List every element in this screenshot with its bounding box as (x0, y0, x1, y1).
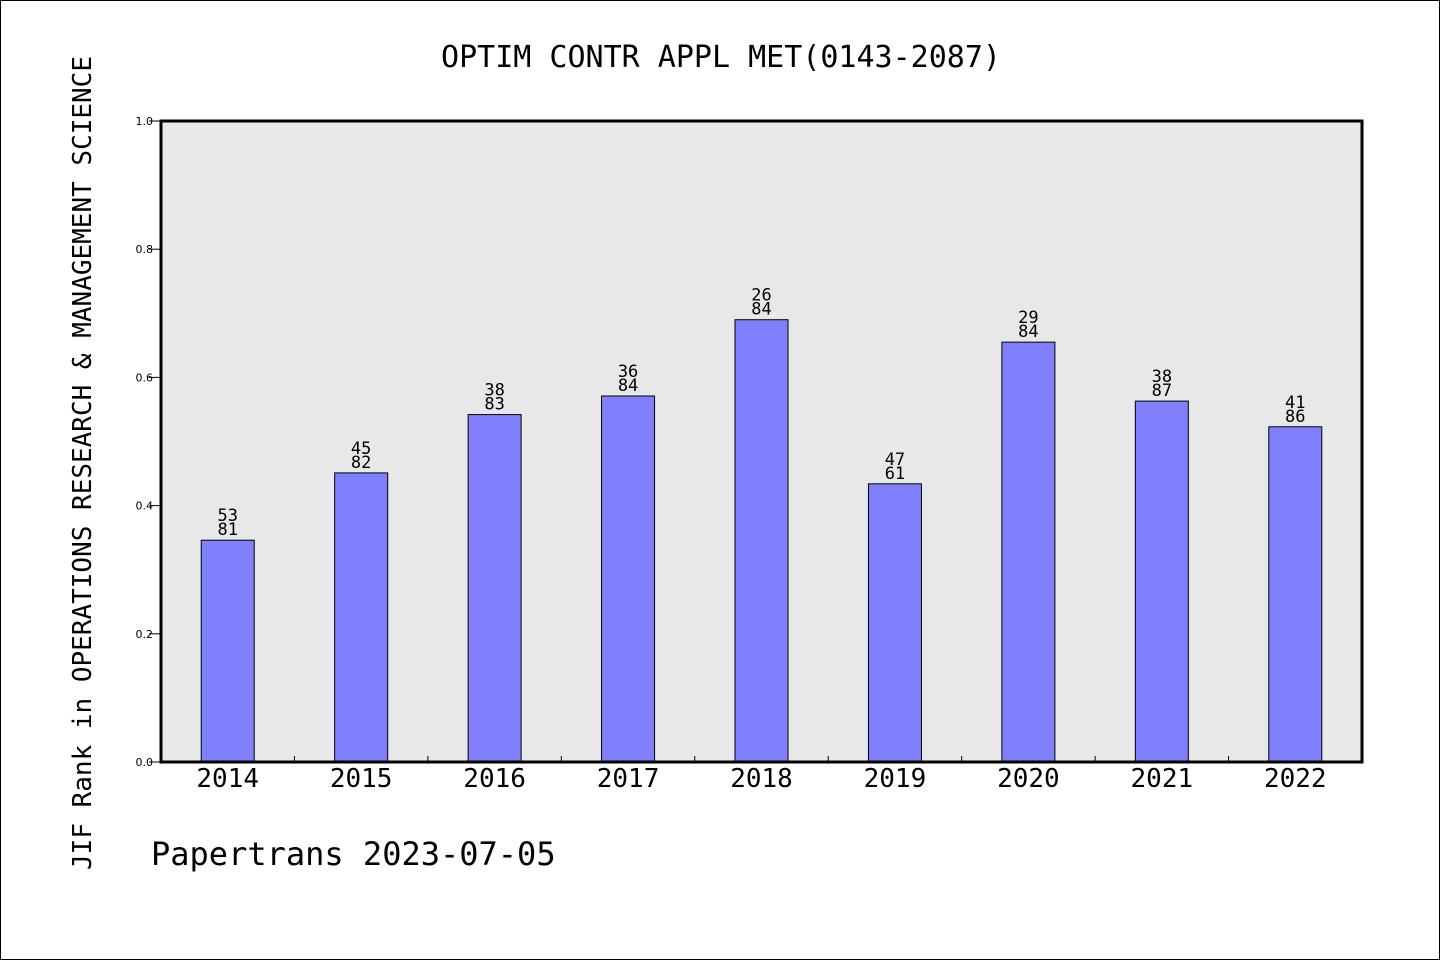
x-tick-label: 2016 (463, 764, 526, 794)
x-tick-label: 2018 (730, 764, 793, 794)
bar-total-label: 61 (885, 464, 905, 484)
bar-2018 (734, 319, 789, 763)
x-tick-label: 2015 (330, 764, 393, 794)
bar-total-label: 82 (351, 453, 371, 473)
bar-rank-label: 53 (217, 506, 237, 526)
bar-2016 (467, 414, 522, 763)
bar-2014 (200, 539, 255, 763)
footer-credit: Papertrans 2023-07-05 (151, 835, 556, 873)
bar-2022 (1268, 426, 1323, 763)
x-tick-label: 2022 (1264, 764, 1327, 794)
x-tick-label: 2017 (597, 764, 660, 794)
bar-rank-label: 47 (885, 450, 905, 470)
y-tick-label: 1.0 (136, 115, 154, 128)
bar-total-label: 84 (751, 300, 771, 320)
bar-total-label: 81 (217, 520, 237, 540)
bar-total-label: 86 (1285, 407, 1305, 427)
y-axis-label: JIF Rank in OPERATIONS RESEARCH & MANAGE… (68, 56, 98, 870)
bar-rank-label: 41 (1285, 393, 1305, 413)
y-tick-label: 0.0 (136, 756, 154, 769)
y-tick-label: 0.2 (136, 628, 154, 641)
y-tick-label: 0.8 (136, 243, 154, 256)
bar-2015 (334, 472, 389, 763)
x-tick-label: 2019 (864, 764, 927, 794)
bar-total-label: 87 (1152, 381, 1172, 401)
bar-rank-label: 38 (484, 381, 504, 401)
bar-2017 (601, 395, 656, 763)
bar-rank-label: 36 (618, 362, 638, 382)
bar-2020 (1001, 341, 1056, 763)
bar-total-label: 83 (484, 395, 504, 415)
bar-rank-label: 26 (751, 286, 771, 306)
y-axis: 0.0 0.2 0.4 0.6 0.8 1.0 (136, 115, 161, 769)
x-tick-label: 2021 (1131, 764, 1194, 794)
bar-2021 (1134, 400, 1189, 763)
bar-rank-label: 29 (1018, 308, 1038, 328)
bar-rank-label: 38 (1152, 367, 1172, 387)
bar-rank-label: 45 (351, 439, 371, 459)
x-tick-label: 2020 (997, 764, 1060, 794)
x-tick-label: 2014 (196, 764, 259, 794)
bar-total-label: 84 (618, 376, 638, 396)
y-tick-label: 0.6 (136, 371, 154, 384)
bar-total-label: 84 (1018, 322, 1038, 342)
x-axis: 2014 2015 2016 2017 2018 2019 2020 2021 2022 (196, 756, 1327, 794)
chart-title: OPTIM CONTR APPL MET(0143-2087) (441, 40, 1001, 75)
bar-2019 (867, 483, 922, 763)
y-tick-label: 0.4 (136, 500, 154, 513)
plot-border (159, 119, 1364, 764)
